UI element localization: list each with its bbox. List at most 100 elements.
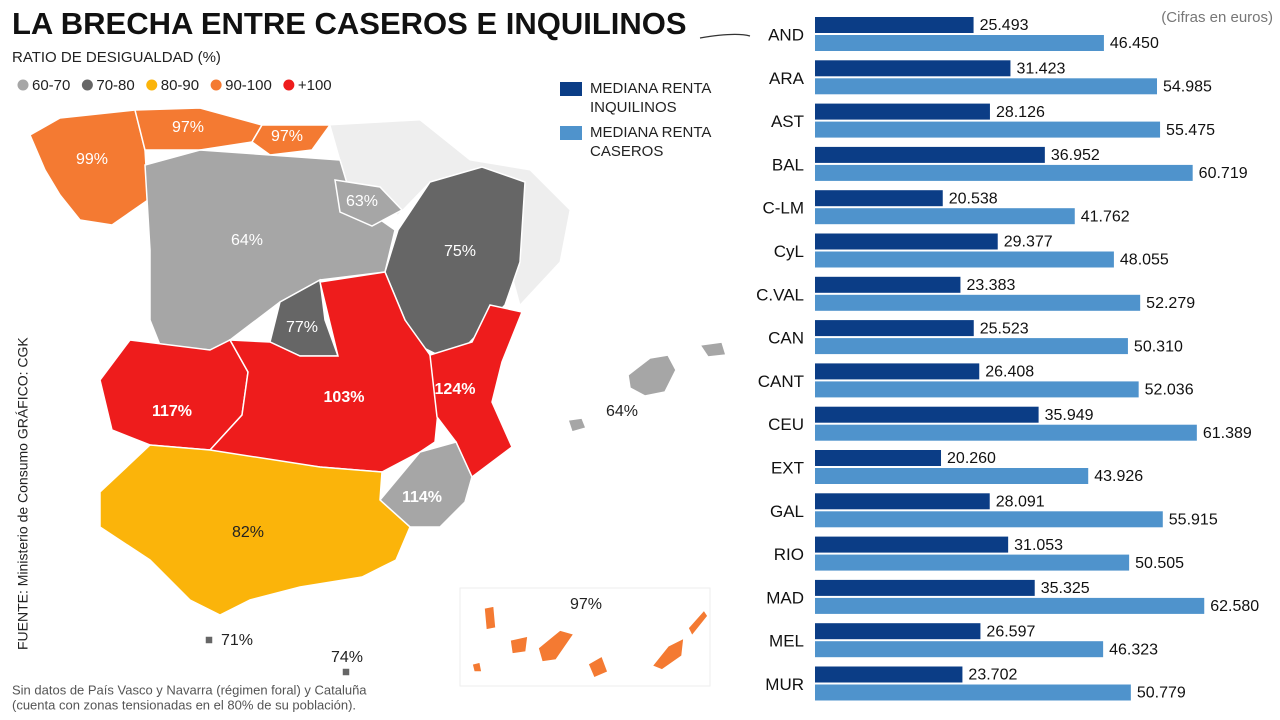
bar [815,493,990,510]
title: LA BRECHA ENTRE CASEROS E INQUILINOS [12,6,687,41]
unit-note: (Cifras en euros) [1161,9,1273,26]
bar [815,536,1009,553]
legend-label: +100 [298,77,332,94]
region-label: 75% [444,243,476,260]
legend-swatch [210,79,222,91]
bar [815,190,943,207]
region-label: 71% [221,632,253,649]
region-label: 114% [402,489,442,506]
value-label: 62.580 [1210,598,1259,615]
map-region [537,629,576,663]
region-label: 117% [152,403,192,420]
map-region [587,654,609,679]
bar [815,450,942,466]
map-region [29,109,149,226]
region-label: 64% [606,403,638,420]
legend-swatch [146,79,158,91]
region-label: 64% [231,232,263,249]
map-region [251,124,332,156]
bar [815,78,1158,95]
category-label: BAL [772,155,804,174]
region-label: 97% [570,596,602,613]
map-region [650,636,685,671]
value-label: 50.779 [1137,685,1186,702]
region-label: 124% [435,381,476,398]
legend-label: MEDIANA RENTA INQUILINOS [590,80,711,116]
legend-label: MEDIANA RENTA CASEROS [590,124,711,160]
category-label: C.VAL [756,285,804,304]
value-label: 50.505 [1135,555,1184,572]
value-label: 28.091 [996,494,1045,511]
bar [815,60,1011,77]
map-region [99,444,411,616]
source: FUENTE: Ministerio de Consumo GRÁFICO: C… [15,337,31,650]
bar [815,666,963,683]
value-label: 29.377 [1004,234,1053,251]
region-label: 97% [271,128,303,145]
legend-label: 80-90 [161,77,199,94]
value-label: 54.985 [1163,79,1212,96]
value-label: 55.475 [1166,122,1215,139]
legend-swatch [283,79,295,91]
value-label: 43.926 [1094,468,1143,485]
connector [699,33,751,39]
bar [815,103,990,120]
value-label: 25.493 [980,17,1029,34]
bar [815,17,974,33]
region-label: 74% [331,649,363,666]
value-label: 25.523 [980,320,1029,337]
bar [815,276,961,293]
bar [815,424,1197,441]
value-label: 26.408 [985,364,1034,381]
bar [815,338,1128,355]
bar [815,579,1035,596]
map-region [698,341,727,358]
bar [815,381,1139,398]
bar [815,406,1039,423]
value-label: 41.762 [1081,208,1130,225]
bar [815,623,981,640]
category-label: ARA [769,69,805,88]
bar [815,554,1130,571]
value-label: 55.915 [1169,512,1218,529]
value-label: 26.597 [986,623,1035,640]
region-label: 82% [232,524,264,541]
map-region [471,661,483,673]
value-label: 46.450 [1110,35,1159,52]
value-label: 20.260 [947,450,996,467]
footnote: (cuenta con zonas tensionadas en el 80% … [12,697,356,712]
legend-swatch [81,79,93,91]
category-label: MUR [765,675,804,694]
value-label: 23.383 [966,277,1015,294]
value-label: 60.719 [1199,165,1248,182]
category-label: CyL [774,242,804,261]
footnote: Sin datos de País Vasco y Navarra (régim… [12,682,367,697]
bar [815,511,1163,528]
region-label: 103% [324,389,365,406]
category-label: RIO [774,545,804,564]
value-label: 52.036 [1145,382,1194,399]
bar [815,35,1104,51]
map-region [687,608,709,638]
category-label: AND [768,25,804,44]
value-label: 48.055 [1120,252,1169,269]
bar [815,684,1131,701]
map-region [483,605,497,631]
region-label: 99% [76,151,108,168]
bar [815,294,1141,311]
subtitle: RATIO DE DESIGUALDAD (%) [12,49,221,66]
map-region [509,635,529,655]
legend-swatch [17,79,29,91]
map-region [429,304,524,479]
category-label: CEU [768,415,804,434]
value-label: 46.323 [1109,641,1158,658]
category-label: MAD [766,588,804,607]
bar [815,164,1193,181]
legend-swatch [560,126,582,140]
category-label: MEL [769,632,804,651]
bar [815,363,980,380]
category-label: AST [771,112,804,131]
region-label: 97% [172,119,204,136]
